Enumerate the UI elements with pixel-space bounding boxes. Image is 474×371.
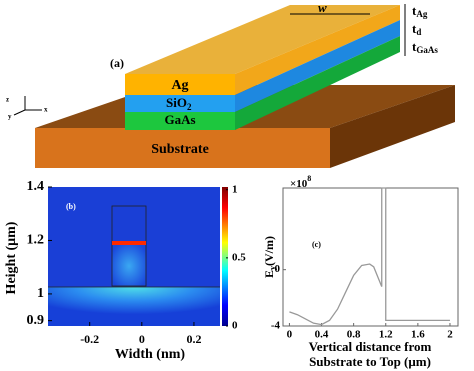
schematic: Ag SiO2 GaAs Substrate (a) w tAg td tGaA…	[6, 0, 455, 168]
t: t	[412, 3, 417, 18]
axis-letter: y	[8, 113, 12, 121]
layer-label: GaAs	[164, 112, 195, 127]
y-axis-label: Ey(V/m)	[262, 236, 277, 278]
x-axis-label: Width (nm)	[115, 347, 185, 362]
colorbar-tick-label: 0	[232, 320, 238, 332]
colorbar	[222, 187, 228, 326]
thickness-label: tGaAs	[412, 39, 438, 55]
scale-label: ×108	[290, 174, 311, 190]
plot-frame	[282, 187, 459, 327]
x-tick-label: 0.8	[347, 329, 361, 341]
y-tick-label: 1	[37, 286, 44, 301]
y-tick-label: -4	[271, 320, 281, 332]
colorbar-tick-label: 0.5	[232, 251, 246, 263]
x-axis-label: Substrate to Top (μm)	[309, 354, 431, 369]
field-gaas	[112, 245, 146, 287]
layer-label: Substrate	[151, 142, 209, 157]
subscript: 2	[187, 102, 192, 112]
width-label: w	[318, 0, 327, 15]
field-hotspot	[112, 241, 146, 245]
x-tick-label: -0.2	[80, 332, 99, 346]
ag-front	[125, 74, 235, 95]
substrate-side	[330, 85, 455, 168]
x-tick-label: 1.2	[379, 329, 393, 341]
colorbar-tick-label: 1	[232, 183, 238, 195]
axis-letter: z	[6, 96, 9, 104]
subscript: d	[416, 27, 421, 37]
data-line	[289, 187, 450, 326]
panel-label: (c)	[312, 240, 321, 249]
subscript: GaAs	[416, 45, 438, 55]
ag-side	[235, 5, 400, 95]
layer-label: SiO	[166, 95, 187, 110]
x-tick-label: 0.2	[186, 332, 201, 346]
y-tick-label: 0	[275, 263, 281, 275]
y-unit: (V/m)	[262, 236, 276, 266]
thickness-label: tAg	[412, 3, 428, 19]
layer-label: Ag	[171, 78, 188, 93]
scale-exponent: 8	[307, 174, 311, 183]
t: t	[412, 39, 417, 54]
y-subscript: y	[268, 266, 277, 270]
x-tick-label: 1.6	[411, 329, 425, 341]
field-substrate	[48, 287, 220, 326]
axis-icon	[13, 96, 42, 116]
thickness-label: td	[412, 21, 421, 37]
axis-letter: x	[44, 106, 48, 114]
y-symbol: E	[262, 270, 276, 278]
ag-top	[125, 5, 400, 74]
t: t	[412, 21, 417, 36]
structure-outline	[111, 205, 147, 287]
substrate-front	[35, 128, 330, 168]
panel-label: (b)	[66, 202, 76, 211]
sio2-front	[125, 95, 235, 112]
subscript: Ag	[416, 9, 427, 19]
panel-label: (a)	[110, 56, 124, 70]
gaas-side	[235, 36, 400, 130]
y-tick-label: 1.2	[27, 233, 45, 248]
x-tick-label: 0	[287, 329, 293, 341]
y-axis-label: Height (μm)	[4, 221, 19, 294]
y-tick-label: 1.4	[27, 179, 45, 194]
layer-label: SiO2	[166, 95, 192, 112]
gaas-front	[125, 112, 235, 130]
x-tick-label: 0	[139, 332, 145, 346]
scale-base: ×10	[290, 178, 308, 190]
x-axis-label: Vertical distance from	[309, 339, 432, 354]
sio2-side	[235, 20, 400, 112]
x-tick-label: 0.4	[315, 329, 329, 341]
x-tick-label: 2	[447, 329, 453, 341]
field-map	[48, 187, 228, 326]
y-tick-label: 0.9	[27, 313, 45, 328]
